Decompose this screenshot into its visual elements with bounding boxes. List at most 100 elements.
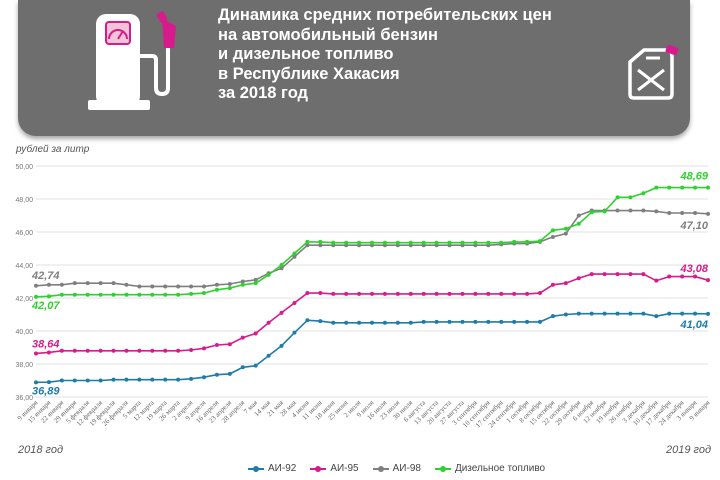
y-tick-label: 36,00 xyxy=(15,395,33,402)
data-point-ai95 xyxy=(589,272,594,277)
jerrycan-icon xyxy=(622,44,680,105)
data-point-ai92 xyxy=(602,311,607,316)
data-point-ai95 xyxy=(331,291,336,296)
data-point-ai92 xyxy=(525,319,530,324)
data-point-diesel xyxy=(72,292,77,297)
data-point-diesel xyxy=(331,240,336,245)
data-point-ai92 xyxy=(667,311,672,316)
data-point-ai95 xyxy=(189,347,194,352)
data-point-ai95 xyxy=(370,291,374,296)
last-value-label: 43,08 xyxy=(679,263,708,275)
data-point-ai98 xyxy=(318,243,323,248)
data-point-ai92 xyxy=(654,314,659,319)
data-point-ai92 xyxy=(46,380,51,385)
data-point-diesel xyxy=(189,291,194,296)
data-point-diesel xyxy=(538,239,542,244)
data-point-ai98 xyxy=(34,283,38,288)
data-point-ai92 xyxy=(512,319,517,324)
data-point-ai95 xyxy=(460,291,465,296)
data-point-ai92 xyxy=(563,312,568,317)
data-point-ai92 xyxy=(473,319,478,324)
data-point-ai95 xyxy=(486,291,491,296)
data-point-ai98 xyxy=(227,281,232,286)
data-point-ai95 xyxy=(525,291,530,296)
data-point-ai95 xyxy=(615,272,620,277)
data-point-ai98 xyxy=(59,282,64,287)
data-point-ai92 xyxy=(85,378,90,383)
data-point-diesel xyxy=(176,292,181,297)
data-point-ai95 xyxy=(227,342,232,347)
first-value-label: 38,64 xyxy=(32,338,60,350)
data-point-ai95 xyxy=(98,348,103,353)
data-point-ai98 xyxy=(550,234,555,239)
data-point-ai95 xyxy=(576,276,581,281)
last-value-label: 47,10 xyxy=(679,220,708,232)
data-point-ai92 xyxy=(331,320,336,325)
data-point-ai98 xyxy=(292,254,297,259)
data-point-ai92 xyxy=(111,377,116,382)
data-point-ai92 xyxy=(693,311,698,316)
data-point-ai95 xyxy=(124,348,129,353)
data-point-ai95 xyxy=(34,351,38,356)
data-point-ai95 xyxy=(137,348,142,353)
y-tick-label: 40,00 xyxy=(15,329,33,336)
title-line: в Республике Хакасия xyxy=(218,64,400,83)
fuel-pump-icon xyxy=(78,4,182,117)
data-point-ai92 xyxy=(395,320,400,325)
data-point-ai95 xyxy=(59,348,64,353)
data-point-ai95 xyxy=(253,331,258,336)
legend-label: Дизельное топливо xyxy=(454,463,546,474)
data-point-diesel xyxy=(163,292,168,297)
data-point-ai95 xyxy=(550,282,555,287)
data-point-diesel xyxy=(124,292,129,297)
data-point-diesel xyxy=(357,240,362,245)
data-point-diesel xyxy=(667,185,672,190)
data-point-ai92 xyxy=(408,320,413,325)
data-point-diesel xyxy=(434,240,439,245)
data-point-ai92 xyxy=(214,372,219,377)
data-point-ai92 xyxy=(357,320,362,325)
data-point-ai98 xyxy=(693,211,698,216)
data-point-ai98 xyxy=(240,279,245,284)
legend-label: АИ-92 xyxy=(268,463,297,474)
data-point-diesel xyxy=(137,292,142,297)
data-point-ai95 xyxy=(279,310,284,315)
data-point-ai92 xyxy=(615,311,620,316)
last-value-label: 48,69 xyxy=(679,171,708,183)
data-point-ai95 xyxy=(499,291,504,296)
data-point-ai95 xyxy=(512,291,517,296)
data-point-diesel xyxy=(576,221,581,226)
data-point-diesel xyxy=(111,292,116,297)
data-point-ai92 xyxy=(628,311,633,316)
y-tick-label: 46,00 xyxy=(15,230,33,237)
data-point-ai92 xyxy=(292,330,297,335)
data-point-ai95 xyxy=(46,350,51,355)
first-value-label: 36,89 xyxy=(32,385,60,397)
data-point-ai98 xyxy=(176,284,181,289)
data-point-diesel xyxy=(46,294,51,299)
data-point-ai98 xyxy=(202,284,206,289)
data-point-diesel xyxy=(693,185,698,190)
data-point-ai95 xyxy=(214,343,219,348)
data-point-ai95 xyxy=(176,348,181,353)
data-point-ai92 xyxy=(318,319,323,324)
data-point-diesel xyxy=(59,292,64,297)
data-point-ai95 xyxy=(602,272,607,277)
data-point-ai92 xyxy=(150,377,155,382)
data-point-ai95 xyxy=(473,291,478,296)
data-point-diesel xyxy=(460,240,465,245)
data-point-ai92 xyxy=(59,378,64,383)
data-point-ai92 xyxy=(370,320,374,325)
data-point-ai95 xyxy=(641,272,646,277)
data-point-ai95 xyxy=(654,278,659,283)
data-point-ai92 xyxy=(189,376,194,381)
data-point-ai95 xyxy=(693,274,698,279)
data-point-ai98 xyxy=(137,284,142,289)
last-value-label: 41,04 xyxy=(679,319,708,331)
data-point-ai95 xyxy=(202,346,206,351)
data-point-diesel xyxy=(421,240,426,245)
data-point-diesel xyxy=(602,209,607,214)
legend-swatch xyxy=(434,465,451,472)
data-point-diesel xyxy=(344,240,349,245)
